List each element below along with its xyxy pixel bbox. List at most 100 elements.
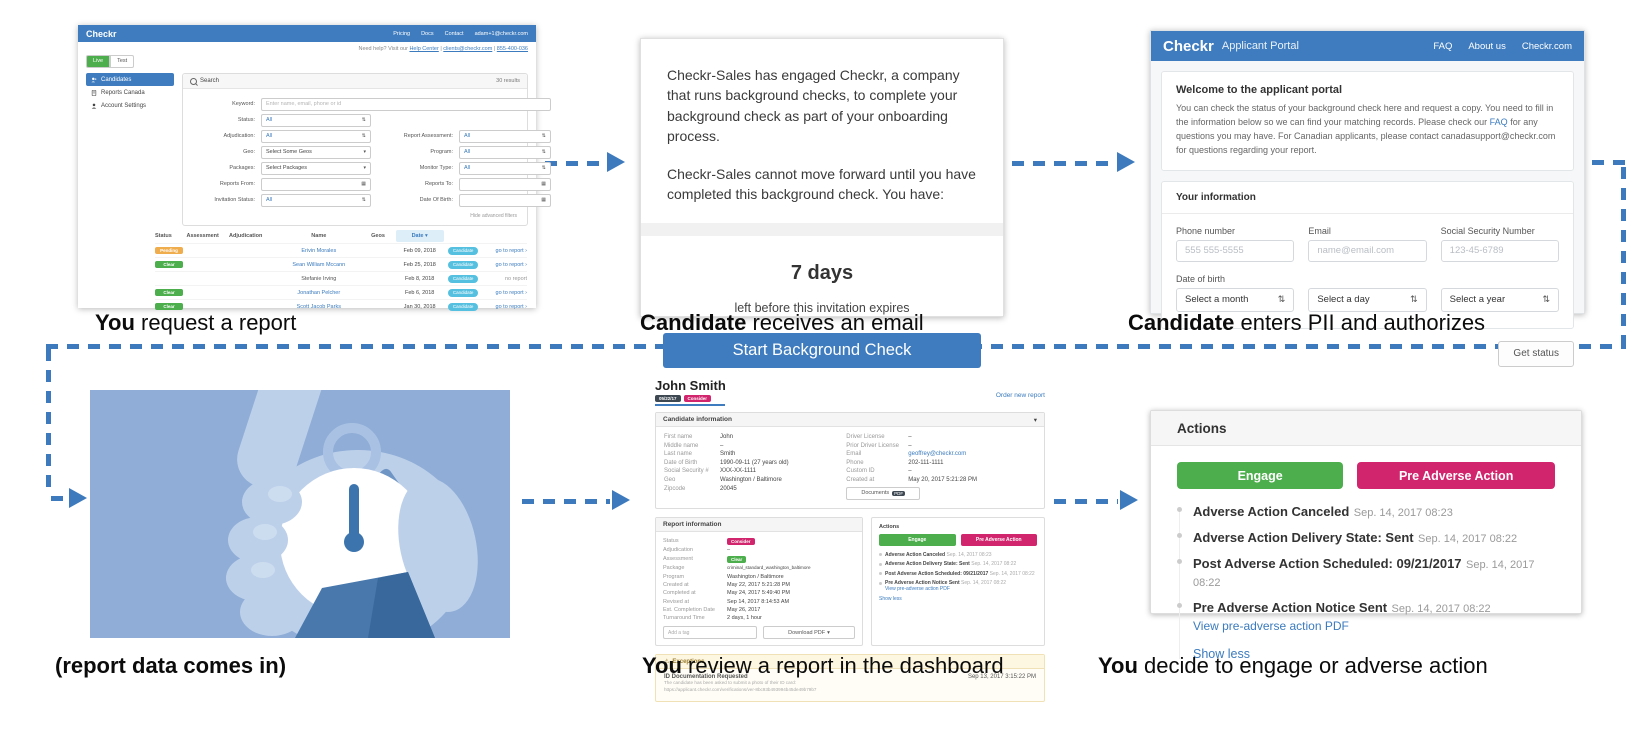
no-report-label: no report	[505, 275, 528, 282]
go-to-report-link[interactable]: go to report ›	[495, 303, 528, 310]
exception-desc-line1: The candidate has been asked to submit a…	[664, 680, 797, 686]
geo-dropdown-button[interactable]: Select Some Geos ▾	[261, 145, 371, 159]
welcome-title: Welcome to the applicant portal	[1176, 84, 1343, 96]
download-pdf-button[interactable]: Download PDF ▾	[763, 626, 855, 640]
nav-account-menu[interactable]: adam+1@checkr.com	[474, 30, 528, 37]
support-email-link[interactable]: clients@checkr.com	[443, 46, 493, 52]
arrow-5-head-icon	[1120, 490, 1138, 510]
field-value: Washington / Baltimore	[720, 476, 782, 483]
col-geos[interactable]: Geos	[371, 233, 385, 239]
col-name[interactable]: Name	[311, 233, 327, 239]
consider-badge: Consider	[683, 395, 712, 402]
email-label: Email	[1308, 225, 1331, 236]
calendar-icon: ▦	[541, 181, 546, 187]
col-adjudication[interactable]: Adjudication	[229, 233, 263, 239]
timeline-date: Sep. 14, 2017 08:22	[1418, 533, 1518, 545]
arrow-4-line	[522, 499, 610, 504]
live-toggle-button[interactable]: Live	[86, 55, 111, 68]
invitation-status-select[interactable]: All ⇅	[261, 193, 371, 207]
day-select[interactable]: Select a day ⇅	[1308, 287, 1427, 312]
caret-down-icon: ▾	[827, 629, 830, 636]
candidate-name-link[interactable]: Scott Jacob Parks	[296, 303, 341, 310]
portal-nav-checkr[interactable]: Checkr.com	[1521, 40, 1572, 52]
monitor-type-select[interactable]: All ⇅	[459, 161, 551, 175]
caption-enters-pii: Candidate enters PII and authorizes	[1128, 310, 1485, 336]
status-badge: Pending	[155, 247, 183, 254]
candidate-name[interactable]: Stefanie Irving	[301, 275, 337, 282]
updown-icon: ⇅	[541, 133, 546, 139]
col-date-sorted[interactable]: Date ▾	[395, 230, 444, 242]
go-to-report-link[interactable]: go to report ›	[495, 261, 528, 268]
report-information-card: Report information Status Consider Adjudi…	[655, 516, 863, 647]
arrow-wrap-stub-bottom	[51, 496, 69, 501]
sidebar-item-reports-canada[interactable]: Reports Canada	[86, 86, 174, 99]
portal-nav-faq[interactable]: FAQ	[1433, 40, 1453, 52]
year-select[interactable]: Select a year ⇅	[1440, 287, 1559, 312]
faq-link[interactable]: FAQ	[1489, 116, 1508, 127]
reports-to-input[interactable]: ▦	[459, 177, 551, 191]
status-select[interactable]: All ⇅	[261, 113, 371, 127]
geo-value: Select Some Geos	[266, 149, 312, 155]
adjudication-select[interactable]: All ⇅	[261, 129, 371, 143]
field-label: Completed at	[663, 590, 696, 597]
engage-button[interactable]: Engage	[879, 533, 956, 546]
program-select[interactable]: All ⇅	[459, 145, 551, 159]
show-less-link[interactable]: Show less	[1193, 647, 1250, 661]
dashboard-topbar: Checkr Pricing Docs Contact adam+1@check…	[78, 25, 536, 42]
documents-button[interactable]: Documents PDF	[846, 486, 921, 500]
col-assessment[interactable]: Assessment	[186, 233, 219, 239]
packages-dropdown-button[interactable]: Select Packages ▾	[261, 161, 371, 175]
go-to-report-link[interactable]: go to report ›	[495, 247, 528, 254]
candidate-email-link[interactable]: geoffrey@checkr.com	[908, 451, 967, 458]
email-input[interactable]	[1308, 239, 1427, 262]
go-to-report-link[interactable]: go to report ›	[495, 289, 528, 296]
field-label: Custom ID	[846, 468, 875, 475]
advanced-filters-link[interactable]: Hide advanced filters	[470, 213, 517, 219]
start-background-check-button[interactable]: Start Background Check	[663, 332, 981, 368]
pre-adverse-action-button[interactable]: Pre Adverse Action	[1357, 462, 1555, 489]
assessment-select[interactable]: All ⇅	[459, 129, 551, 143]
ssn-label: Social Security Number	[1440, 225, 1535, 236]
pre-adverse-action-button[interactable]: Pre Adverse Action	[960, 533, 1037, 546]
nav-pricing[interactable]: Pricing	[393, 30, 411, 37]
help-line: Need help? Visit our Help Center | clien…	[78, 42, 536, 52]
add-tag-input[interactable]	[663, 626, 758, 640]
sidebar-item-candidates[interactable]: Candidates	[86, 73, 174, 86]
caption-bold: (report data comes in)	[55, 653, 287, 678]
field-value: XXX-XX-1111	[720, 468, 757, 475]
phone-input[interactable]	[1176, 239, 1295, 262]
caption-bold: Candidate	[1128, 310, 1235, 335]
candidate-name-link[interactable]: Jonathan Pelcher	[297, 289, 341, 296]
year-value: Select a year	[1449, 294, 1506, 306]
timeline-title: Post Adverse Action Scheduled: 09/21/201…	[1193, 556, 1462, 571]
col-status[interactable]: Status	[155, 233, 172, 239]
report-date: Feb 09, 2018	[403, 247, 436, 254]
view-pre-adverse-pdf-link[interactable]: View pre-adverse action PDF	[1193, 619, 1349, 633]
field-label: Est. Completion Date	[663, 607, 715, 614]
nav-docs[interactable]: Docs	[421, 30, 434, 37]
env-toggle: Live Test	[86, 55, 135, 68]
sidebar-item-account-settings[interactable]: Account Settings	[86, 99, 174, 112]
reports-from-input[interactable]: ▦	[261, 177, 371, 191]
show-less-link[interactable]: Show less	[879, 595, 902, 602]
timeline-item: Post Adverse Action Scheduled: 09/21/201…	[879, 571, 1037, 577]
nav-contact[interactable]: Contact	[444, 30, 464, 37]
dob-input[interactable]: ▦	[459, 193, 551, 207]
candidate-name-link[interactable]: Erivin Morales	[301, 247, 337, 254]
candidate-information-header[interactable]: Candidate information ▾	[656, 413, 1044, 427]
view-pre-adverse-pdf-link[interactable]: View pre-adverse action PDF	[885, 586, 950, 593]
get-status-button[interactable]: Get status	[1498, 340, 1574, 367]
help-center-link[interactable]: Help Center	[409, 46, 439, 52]
timeline-date: Sep. 14, 2017 08:22	[971, 561, 1017, 568]
order-new-report-link[interactable]: Order new report	[995, 392, 1045, 399]
keyword-input[interactable]	[261, 97, 551, 111]
engage-button[interactable]: Engage	[1177, 462, 1344, 489]
month-select[interactable]: Select a month ⇅	[1176, 287, 1295, 312]
candidate-name-link[interactable]: Sean William Mccann	[292, 261, 346, 268]
support-phone-link[interactable]: 855-400-036	[496, 46, 528, 52]
field-label: First name	[664, 434, 693, 440]
portal-subtitle: Applicant Portal	[1221, 40, 1299, 52]
ssn-input[interactable]	[1440, 239, 1559, 262]
test-toggle-button[interactable]: Test	[110, 55, 135, 68]
portal-nav-about[interactable]: About us	[1468, 40, 1506, 52]
